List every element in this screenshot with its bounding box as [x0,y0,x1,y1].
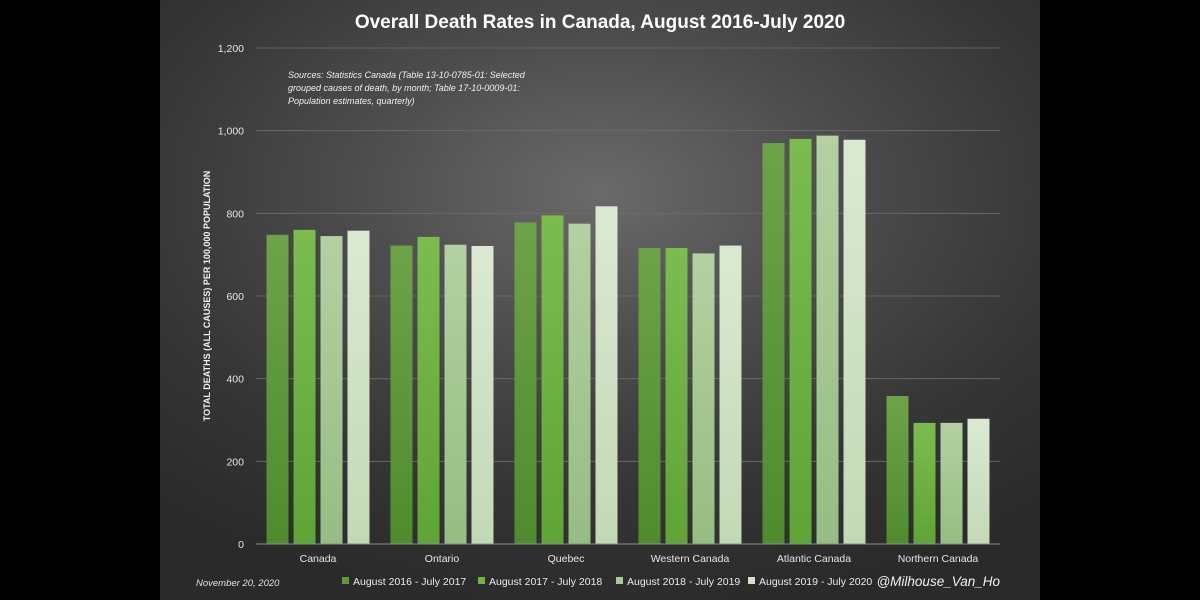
bar [568,223,591,544]
legend-item: August 2018 - July 2019 [616,576,740,588]
bar [692,253,715,544]
footer-date: November 20, 2020 [196,578,280,589]
legend-label: August 2016 - July 2017 [353,576,466,588]
legend-item: August 2017 - July 2018 [478,576,602,588]
legend-label: August 2018 - July 2019 [627,576,740,588]
bar [665,248,688,544]
bar [320,236,343,545]
y-axis-label: TOTAL DEATHS (ALL CAUSES) PER 100,000 PO… [202,171,212,422]
y-tick-label: 1,200 [218,43,244,55]
bar [266,234,289,544]
author-handle: @Milhouse_Van_Ho [876,574,1000,589]
x-category-label: Northern Canada [898,553,979,565]
bar [762,143,785,545]
y-axis-ticks: 0 200 400 600 800 1,000 1,200 [218,43,244,551]
source-note-line-3: Population estimates, quarterly) [288,96,415,106]
bar [886,396,909,544]
x-category-label: Canada [300,553,337,565]
bar [444,244,467,544]
legend-swatch [748,577,755,584]
bar [471,245,494,544]
source-note-line-2: grouped causes of death, by month; Table… [288,83,520,93]
y-tick-label: 0 [238,539,244,551]
y-tick-label: 200 [226,456,244,468]
legend-label: August 2019 - July 2020 [759,576,872,588]
legend-item: August 2019 - July 2020 [748,576,872,588]
source-note-line-1: Sources: Statistics Canada (Table 13-10-… [288,70,526,80]
x-category-label: Atlantic Canada [777,553,851,565]
legend: August 2016 - July 2017 August 2017 - Jul… [342,576,872,588]
chart-frame: Overall Death Rates in Canada, August 20… [160,0,1040,600]
y-tick-label: 600 [226,291,244,303]
legend-swatch [478,577,485,584]
chart-title: Overall Death Rates in Canada, August 20… [355,12,845,33]
legend-swatch [616,577,623,584]
bar [967,418,990,544]
y-tick-label: 1,000 [218,126,244,138]
legend-label: August 2017 - July 2018 [489,576,602,588]
bar [843,139,866,544]
y-tick-label: 400 [226,374,244,386]
x-category-label: Ontario [425,553,460,565]
y-tick-label: 800 [226,208,244,220]
bar [514,222,537,544]
bar [816,135,839,545]
bar-chart: Overall Death Rates in Canada, August 20… [196,12,1000,589]
x-axis-categories: Canada Ontario Quebec Western Canada Atlanti… [300,553,979,565]
bar [417,236,440,545]
bar [789,138,812,544]
legend-swatch [342,577,349,584]
bar [347,230,370,544]
bar [595,206,618,544]
bar [638,248,661,544]
x-category-label: Quebec [548,553,585,565]
x-category-label: Western Canada [651,553,730,565]
bar [293,229,316,544]
legend-item: August 2016 - July 2017 [342,576,466,588]
bar [719,245,742,544]
gridlines [256,47,1000,462]
bar [390,245,413,544]
bars [266,135,990,545]
bar [913,422,936,544]
bar [541,215,564,544]
bar [940,422,963,544]
